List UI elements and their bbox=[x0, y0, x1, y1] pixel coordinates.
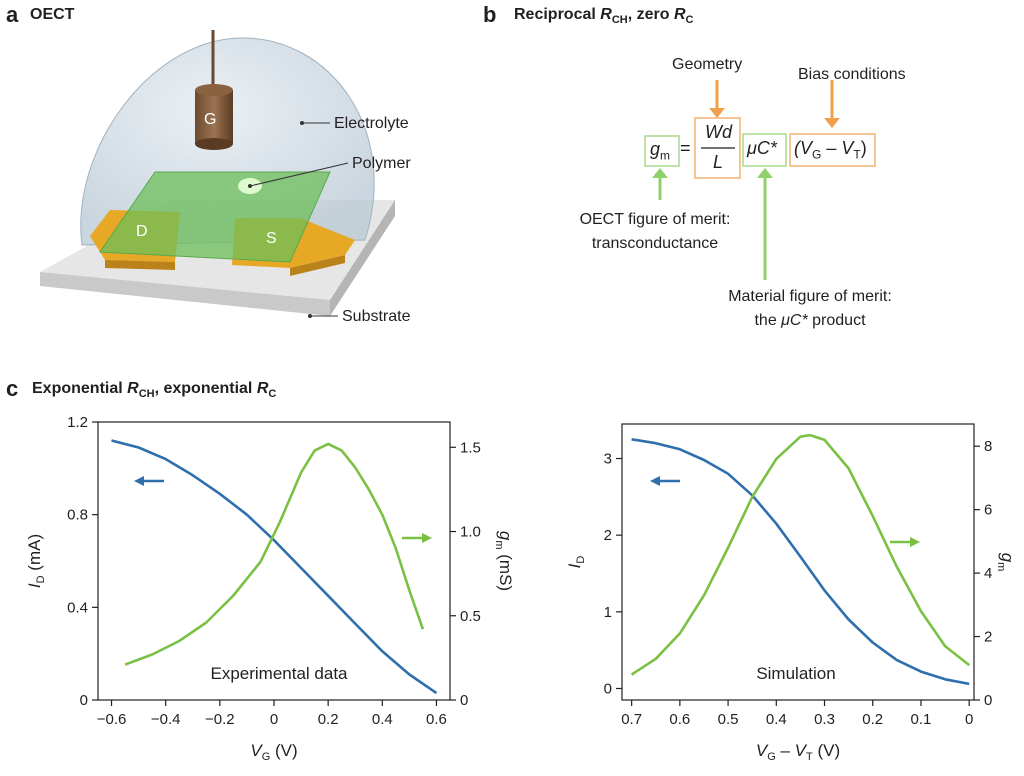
left-axis-arrowhead bbox=[134, 476, 144, 486]
x-tick-label: 0.2 bbox=[862, 711, 883, 728]
x-tick-label: 0.4 bbox=[766, 711, 787, 728]
bias-box bbox=[789, 133, 876, 167]
y-left-tick-label: 0 bbox=[80, 692, 88, 709]
panel-a-title: OECT bbox=[30, 6, 75, 23]
polymer-label: Polymer bbox=[352, 155, 411, 172]
transconductance-line bbox=[124, 442, 425, 666]
x-tick-label: −0.2 bbox=[205, 711, 235, 728]
y-left-tick-label: 3 bbox=[604, 451, 612, 468]
x-tick-label: −0.4 bbox=[151, 711, 181, 728]
right-axis-arrowhead bbox=[422, 533, 432, 543]
y-left-tick-label: 0.8 bbox=[67, 507, 88, 524]
y-right-tick-label: 0 bbox=[460, 692, 468, 709]
drain-current-line bbox=[631, 438, 970, 686]
material-merit-label: Material figure of merit: the μC* produc… bbox=[728, 288, 892, 329]
gate-label: G bbox=[204, 111, 217, 128]
y-left-tick-label: 0.4 bbox=[67, 599, 88, 616]
panel-b-letter: b bbox=[483, 2, 497, 27]
muc-symbol: μC* bbox=[747, 138, 777, 158]
drain-label: D bbox=[136, 223, 148, 240]
y-right-tick-label: 0.5 bbox=[460, 608, 481, 625]
oect-illustration bbox=[40, 30, 395, 318]
source-label: S bbox=[266, 230, 277, 247]
equation-diagram bbox=[644, 80, 876, 280]
chart-annotation: Simulation bbox=[756, 664, 835, 683]
x-axis-label: VG (V) bbox=[250, 741, 297, 763]
bias-term: (VG – VT) bbox=[794, 138, 867, 162]
plot-frame bbox=[621, 423, 975, 701]
x-tick-label: 0.2 bbox=[318, 711, 339, 728]
chart-annotation: Experimental data bbox=[210, 664, 348, 683]
plot-frame bbox=[97, 421, 451, 701]
substrate-label: Substrate bbox=[342, 308, 411, 325]
y-right-tick-label: 0 bbox=[984, 692, 992, 709]
gate-electrode bbox=[195, 30, 233, 150]
y-right-tick-label: 1.0 bbox=[460, 524, 481, 541]
x-tick-label: 0 bbox=[270, 711, 278, 728]
fraction-numerator: Wd bbox=[705, 122, 732, 142]
polymer-film bbox=[99, 171, 331, 263]
x-tick-label: 0 bbox=[965, 711, 973, 728]
muc-box bbox=[742, 133, 787, 167]
x-tick-label: 0.4 bbox=[372, 711, 393, 728]
drain-current-line bbox=[111, 439, 438, 695]
left-axis-arrowhead bbox=[650, 476, 660, 486]
x-tick-label: 0.6 bbox=[426, 711, 447, 728]
y-right-tick-label: 8 bbox=[984, 438, 992, 455]
y-right-axis-label: gm (mS) bbox=[493, 531, 512, 591]
equals-sign: = bbox=[680, 138, 691, 158]
y-left-axis-label: ID (mA) bbox=[25, 534, 47, 588]
geometry-label: Geometry bbox=[672, 56, 743, 73]
oect-merit-label: OECT figure of merit: transconductance bbox=[579, 211, 731, 252]
y-right-tick-label: 6 bbox=[984, 502, 992, 519]
x-tick-label: 0.6 bbox=[669, 711, 690, 728]
x-tick-label: 0.3 bbox=[814, 711, 835, 728]
simulation-chart: 0.7 0.6 0.5 0.4 0.3 0.2 0.1 0012302468Simulatio… bbox=[565, 423, 1017, 763]
panel-c-letter: c bbox=[6, 376, 19, 401]
y-right-tick-label: 4 bbox=[984, 565, 992, 582]
panel-a-letter: a bbox=[6, 2, 19, 27]
y-right-tick-label: 1.5 bbox=[460, 439, 481, 456]
experimental-chart: −0.6 −0.4 −0.2 0 0.2 0.4 0.6 0 0.4 0.8 1.2 0 0.5 1.0 1… bbox=[25, 414, 512, 763]
fraction-denominator: L bbox=[713, 152, 724, 172]
x-tick-label: −0.6 bbox=[97, 711, 127, 728]
right-axis-arrowhead bbox=[910, 537, 920, 547]
x-axis-label: VG – VT (V) bbox=[756, 741, 840, 763]
x-tick-label: 0.5 bbox=[718, 711, 739, 728]
y-left-tick-label: 2 bbox=[604, 527, 612, 544]
gm-box bbox=[644, 135, 680, 167]
x-tick-label: 0.7 bbox=[621, 711, 642, 728]
y-right-tick-label: 2 bbox=[984, 629, 992, 646]
x-tick-label: 0.1 bbox=[911, 711, 932, 728]
y-left-tick-label: 1.2 bbox=[67, 414, 88, 431]
panel-c-title: Exponential RCH, exponential RC bbox=[32, 380, 277, 401]
bias-conditions-label: Bias conditions bbox=[798, 66, 906, 83]
fraction-box bbox=[694, 117, 741, 179]
y-left-tick-label: 1 bbox=[604, 604, 612, 621]
y-left-tick-label: 0 bbox=[604, 681, 612, 698]
gm-symbol: gm bbox=[650, 139, 671, 163]
transconductance-line bbox=[630, 433, 971, 676]
y-left-axis-label: ID bbox=[565, 556, 587, 569]
panel-b-title: Reciprocal RCH, zero RC bbox=[514, 6, 694, 27]
electrolyte-label: Electrolyte bbox=[334, 115, 409, 132]
y-right-axis-label: gm bbox=[995, 553, 1017, 572]
